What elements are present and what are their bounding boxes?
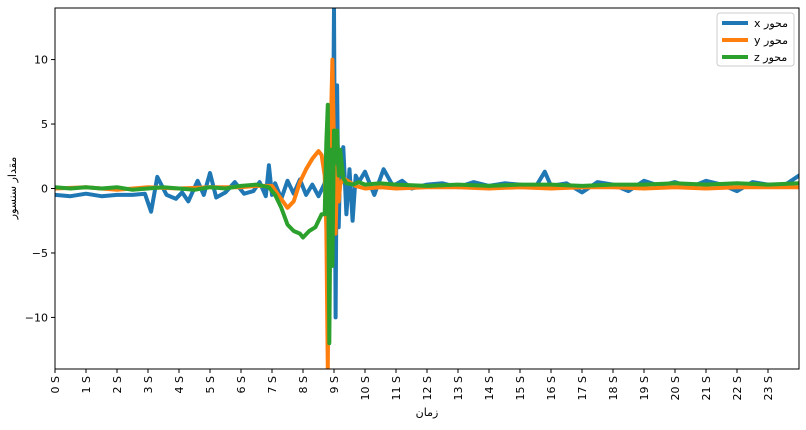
x-tick-label: 12 S [421, 376, 434, 400]
y-tick-label: −5 [32, 247, 48, 260]
y-axis-ticks: −10 −5 0 5 10 [25, 54, 55, 324]
x-tick-label: 18 S [607, 376, 620, 400]
x-tick-label: 13 S [452, 376, 465, 400]
legend-label-2: z محور [754, 51, 787, 64]
series-line-2 [55, 102, 799, 346]
x-tick-label: 3 S [142, 376, 155, 393]
y-tick-label: 0 [41, 183, 48, 196]
y-tick-label: 5 [41, 118, 48, 131]
y-tick-label: −10 [25, 311, 48, 324]
x-tick-label: 5 S [204, 376, 217, 393]
x-axis-ticks: 0 S 1 S 2 S 3 S 4 S 5 S 6 S 7 S 8 S 9 S 10 S 11 S 12… [49, 369, 775, 400]
x-tick-label: 16 S [545, 376, 558, 400]
x-tick-label: 7 S [266, 376, 279, 393]
x-tick-label: 8 S [297, 376, 310, 393]
x-tick-label: 21 S [700, 376, 713, 400]
x-tick-label: 14 S [483, 376, 496, 400]
x-tick-label: 20 S [669, 376, 682, 400]
x-tick-label: 23 S [762, 376, 775, 400]
x-tick-label: 17 S [576, 376, 589, 400]
x-tick-label: 19 S [638, 376, 651, 400]
x-tick-label: 2 S [111, 376, 124, 393]
x-tick-label: 15 S [514, 376, 527, 400]
x-tick-label: 1 S [80, 376, 93, 393]
x-tick-label: 6 S [235, 376, 248, 393]
y-axis-label: مقدار سنسور [6, 157, 19, 221]
x-tick-label: 10 S [359, 376, 372, 400]
x-tick-label: 9 S [328, 376, 341, 393]
legend-box [716, 12, 795, 67]
y-tick-label: 10 [34, 54, 48, 67]
legend-label-0: x محور [754, 17, 788, 30]
legend-label-1: y محور [754, 34, 788, 47]
series-layer [55, 8, 799, 369]
series-line-0 [55, 8, 799, 320]
x-tick-label: 4 S [173, 376, 186, 393]
x-axis-label: زمان [416, 406, 439, 419]
x-tick-label: 11 S [390, 376, 403, 400]
x-tick-label: 22 S [731, 376, 744, 400]
series-line-1 [55, 57, 799, 369]
x-tick-label: 0 S [49, 376, 62, 393]
legend: x محور y محور z محور [716, 12, 795, 67]
